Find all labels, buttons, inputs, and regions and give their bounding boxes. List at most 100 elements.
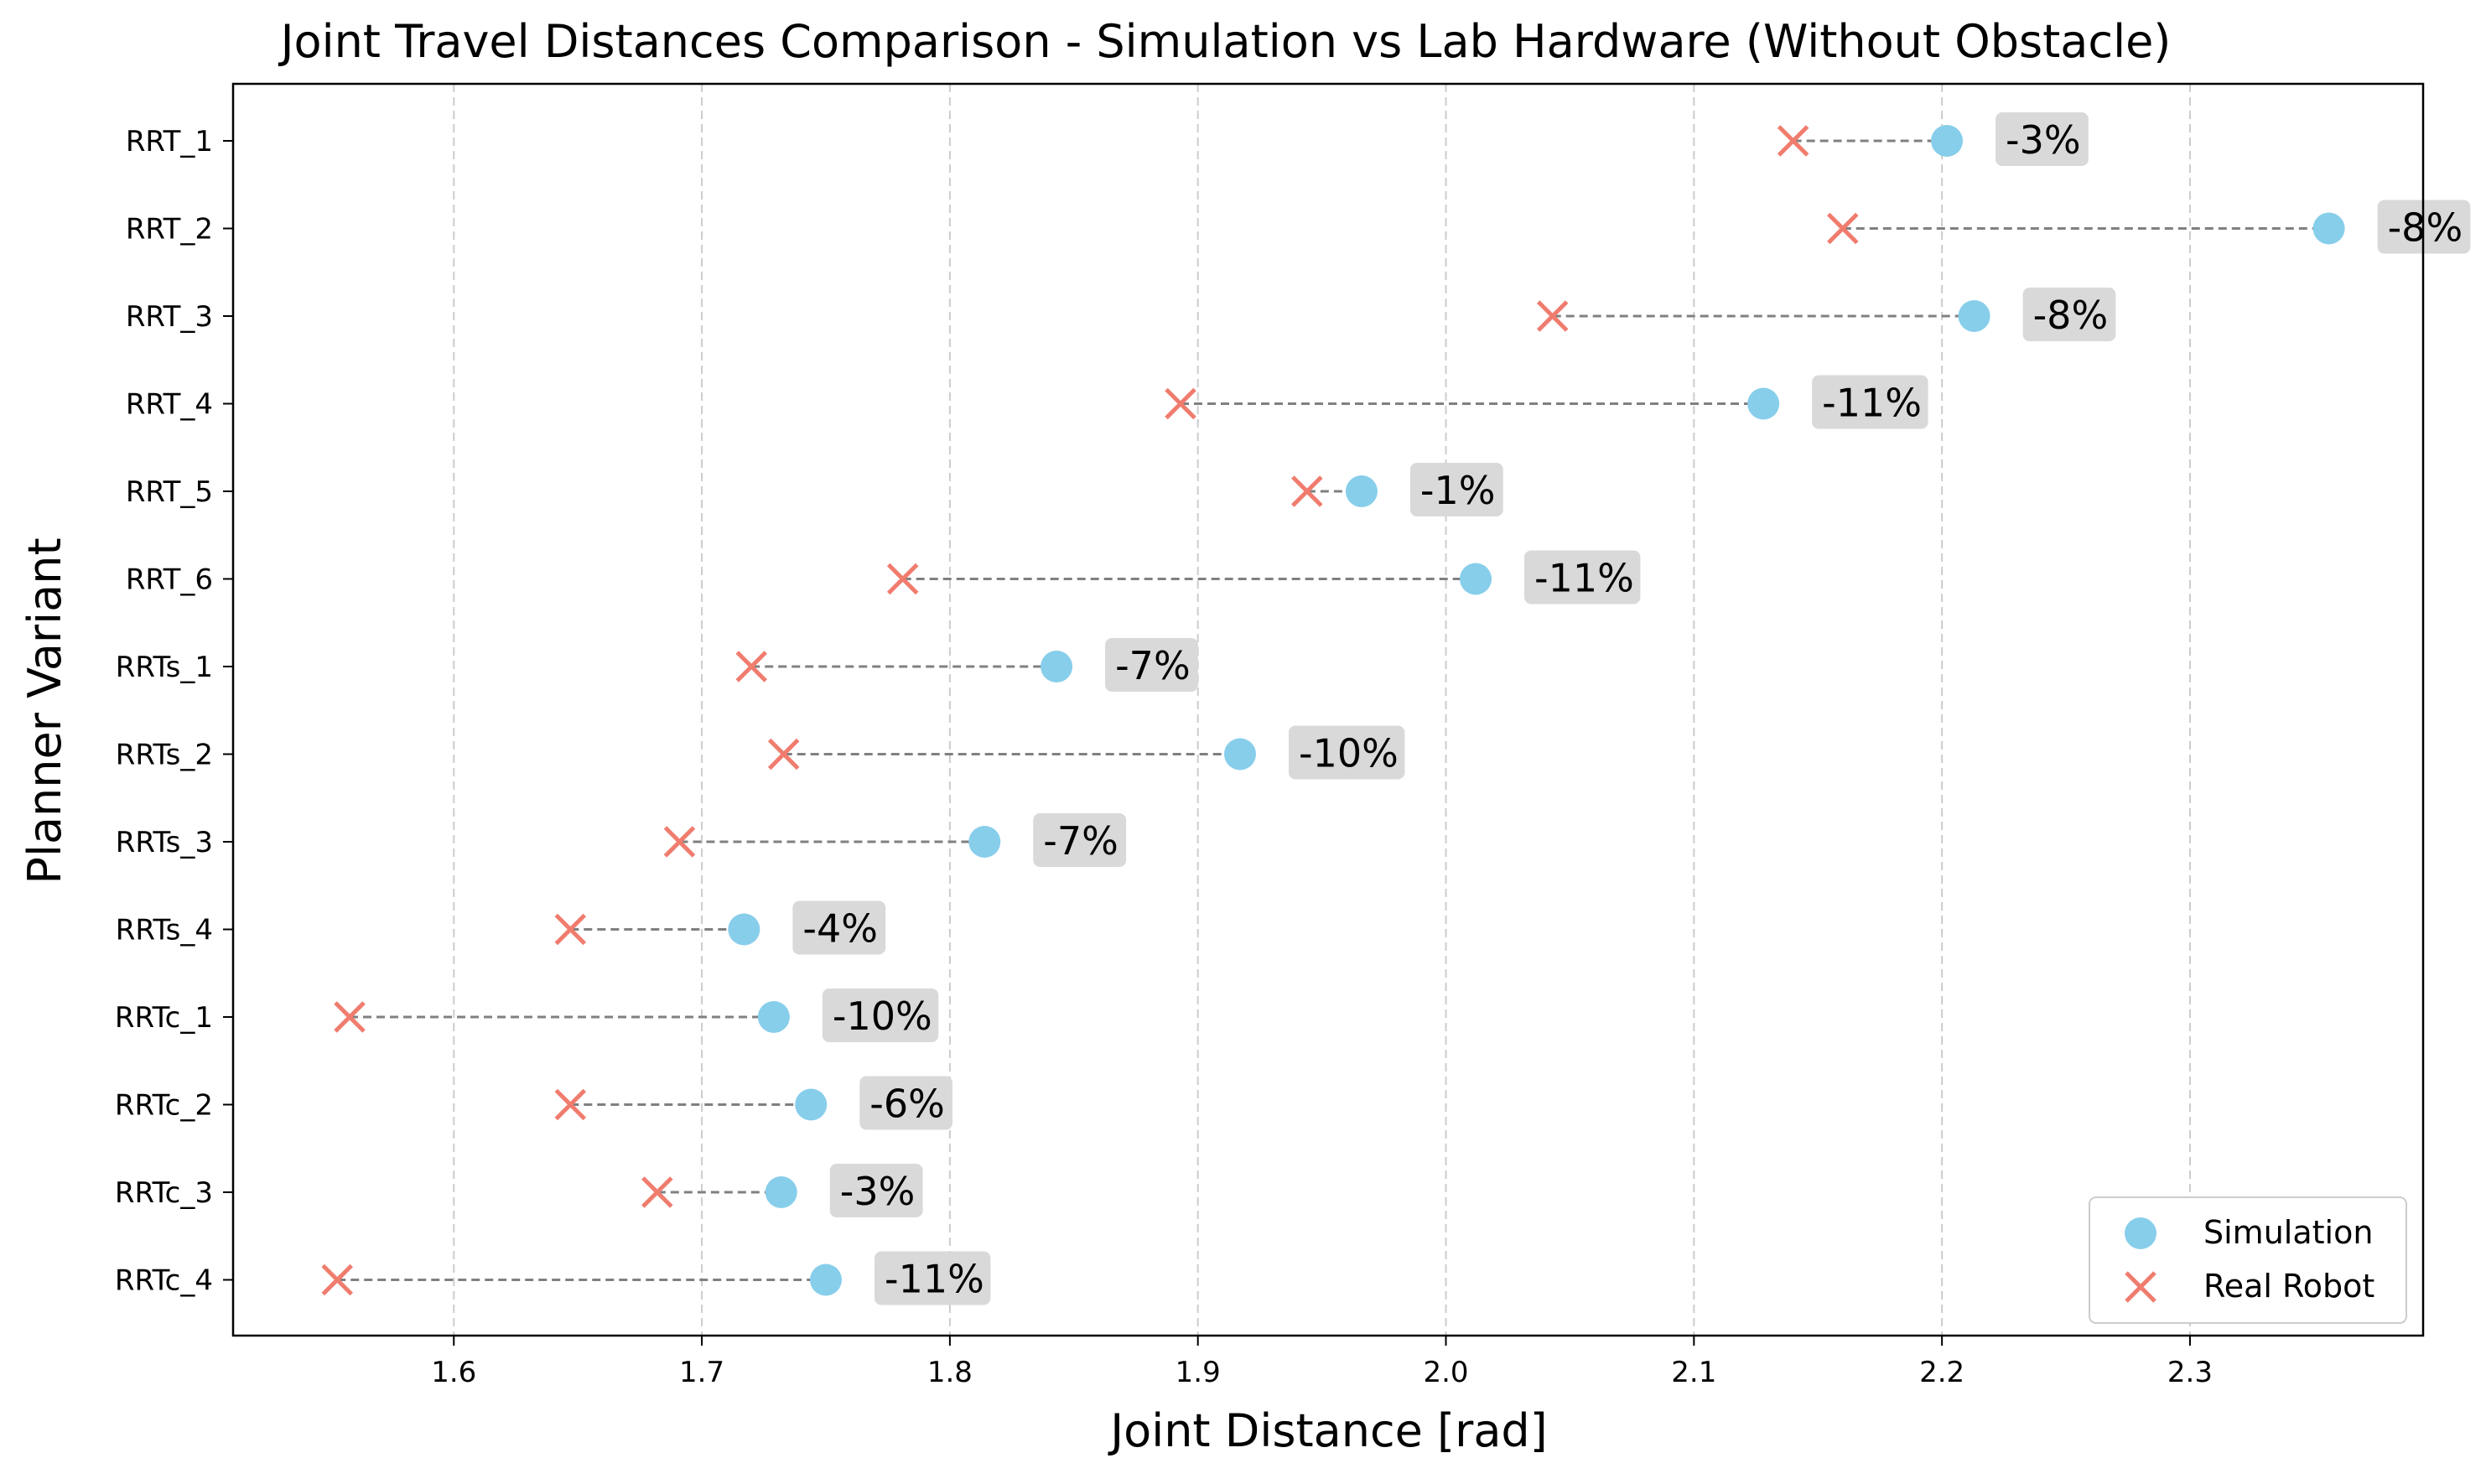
y-tick-label: RRTc_1 [115, 1001, 213, 1035]
annotation-label: -3% [840, 1169, 916, 1214]
annotation-box [2022, 288, 2116, 341]
annotation-label: -7% [1043, 818, 1118, 864]
y-tick-label: RRT_6 [126, 563, 213, 597]
x-ticks: 1.6 1.7 1.8 1.9 2.0 2.1 2.2 2.3 [431, 1336, 2213, 1389]
simulation-markers [728, 125, 2345, 1296]
y-tick-label: RRTs_4 [116, 914, 213, 947]
x-marker-stroke [554, 1088, 587, 1121]
simulation-point [968, 826, 1001, 858]
x-marker-stroke [1777, 125, 1809, 157]
x-marker-stroke [1536, 300, 1569, 332]
annotation-layer: -3% -8% -8% -11% -1% -11% -7% -10% -7% -4% -10% -6%… [792, 112, 2471, 1305]
y-tick-label: RRTc_3 [115, 1176, 213, 1210]
annotation-box [874, 1251, 991, 1305]
x-marker-stroke [1827, 212, 1859, 245]
real-robot-point [1165, 387, 1196, 420]
annotation-box [1105, 638, 1198, 692]
annotation-box [1524, 550, 1641, 604]
grid-layer [453, 84, 2191, 1336]
legend: Simulation Real Robot [2089, 1196, 2407, 1324]
real-robot-point [767, 738, 800, 771]
annotation-box [1812, 375, 1928, 429]
simulation-point [1931, 125, 1964, 157]
y-axis-label: Planner Variant [18, 537, 71, 884]
simulation-point [1958, 300, 1990, 332]
annotation-label: -3% [2006, 117, 2081, 163]
simulation-point [757, 1001, 790, 1033]
annotation-label: -4% [802, 906, 878, 952]
real-robot-point [735, 651, 768, 682]
simulation-point [765, 1176, 797, 1208]
x-marker-stroke [334, 1001, 366, 1033]
annotation-box [1288, 725, 1405, 780]
x-marker-stroke [663, 826, 696, 858]
x-marker-stroke [321, 1263, 354, 1296]
x-tick-label: 2.0 [1423, 1356, 1468, 1389]
annotation-box [1033, 813, 1127, 867]
real-robot-markers [321, 125, 1859, 1296]
simulation-point [728, 913, 760, 946]
real-robot-point [334, 1001, 366, 1033]
x-tick-label: 1.6 [431, 1356, 476, 1389]
x-tick-label: 2.3 [2167, 1356, 2213, 1389]
simulation-point [1460, 563, 1492, 595]
real-robot-point [321, 1263, 354, 1296]
plot-frame [231, 82, 2425, 1337]
y-tick-label: RRT_4 [126, 388, 213, 422]
annotation-box [829, 1164, 923, 1217]
simulation-point [1345, 475, 1378, 507]
real-robot-point [1827, 212, 1859, 245]
x-tick-label: 2.2 [1919, 1356, 1964, 1389]
x-tick-label: 1.9 [1176, 1356, 1221, 1389]
annotation-label: -10% [833, 994, 932, 1039]
annotation-label: -8% [2388, 205, 2463, 251]
y-tick-label: RRTs_1 [116, 651, 213, 684]
x-marker-stroke [767, 738, 800, 771]
chart-title: Joint Travel Distances Comparison - Simu… [278, 15, 2172, 68]
annotation-box [859, 1076, 953, 1130]
annotation-box [1996, 112, 2089, 166]
y-tick-label: RRTc_2 [115, 1089, 213, 1123]
y-tick-label: RRT_5 [126, 475, 213, 509]
y-ticks: RRT_1 RRT_2 RRT_3 RRT_4 RRT_5 RRT_6 RRTs_1 RRTs… [115, 125, 233, 1298]
real-robot-point [554, 1088, 587, 1121]
real-robot-point [554, 913, 587, 946]
annotation-label: -7% [1115, 643, 1191, 688]
x-axis-label: Joint Distance [rad] [1108, 1404, 1548, 1457]
real-robot-point [1536, 300, 1569, 332]
simulation-point [1041, 651, 1073, 682]
x-marker-stroke [2125, 1271, 2156, 1303]
x-tick-label: 1.8 [927, 1356, 973, 1389]
simulation-point [809, 1263, 842, 1296]
x-marker-stroke [735, 651, 768, 682]
x-tick-label: 2.1 [1671, 1356, 1716, 1389]
y-tick-label: RRTs_2 [116, 739, 213, 772]
annotation-label: -6% [869, 1082, 945, 1127]
legend-real-robot-marker [2125, 1271, 2156, 1303]
y-tick-label: RRTc_4 [115, 1264, 213, 1298]
simulation-point [1747, 387, 1780, 420]
annotation-label: -1% [1420, 468, 1496, 513]
y-tick-label: RRTs_3 [116, 826, 213, 859]
legend-simulation-label: Simulation [2203, 1214, 2373, 1251]
x-marker-stroke [641, 1176, 673, 1208]
y-tick-label: RRT_1 [126, 125, 213, 158]
simulation-point [2312, 212, 2345, 245]
real-robot-point [663, 826, 696, 858]
y-tick-label: RRT_3 [126, 300, 213, 334]
annotation-label: -11% [885, 1257, 984, 1302]
x-marker-stroke [554, 913, 587, 946]
real-robot-point [886, 563, 919, 595]
annotation-label: -8% [2033, 293, 2109, 338]
simulation-point [795, 1088, 828, 1121]
legend-box [2089, 1196, 2407, 1324]
x-marker-stroke [1165, 387, 1196, 420]
y-tick-label: RRT_2 [126, 213, 213, 246]
simulation-point [1223, 738, 1256, 771]
annotation-label: -11% [1822, 381, 1922, 426]
annotation-box [822, 988, 939, 1042]
legend-real-robot-label: Real Robot [2203, 1268, 2374, 1305]
annotation-box [1409, 463, 1503, 516]
x-tick-label: 1.7 [679, 1356, 724, 1389]
